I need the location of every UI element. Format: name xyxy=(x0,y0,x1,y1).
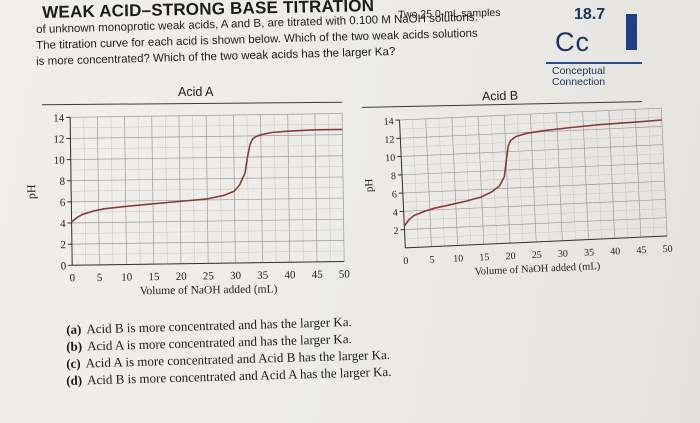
chart-a-y-tick-label: 0 xyxy=(61,260,67,272)
chart-b-hgrid xyxy=(401,153,664,166)
chart-a-hgrid xyxy=(70,113,343,118)
chart-b-x-tick-label: 45 xyxy=(636,245,646,256)
chart-b-y-tick-label: 14 xyxy=(383,116,393,127)
chart-b-hgrid xyxy=(404,217,667,230)
chart-b-x-tick-label: 50 xyxy=(662,244,672,255)
chart-b-x-tick-label: 35 xyxy=(584,247,594,258)
chart-a-y-tick-label: 10 xyxy=(54,155,66,167)
chart-a-hgrid xyxy=(70,134,343,139)
chart-b-y-axis xyxy=(398,119,406,248)
chart-a-x-axis-label: Volume of NaOH added (mL) xyxy=(140,283,278,297)
chart-a-x-tick-label: 35 xyxy=(257,270,269,282)
chart-a-x-tick-label: 0 xyxy=(70,272,76,284)
badge-caption-line-1: Conceptual xyxy=(552,65,606,77)
chart-a-x-tick-label: 20 xyxy=(176,271,188,283)
chart-b-y-tick-label: 8 xyxy=(391,171,396,182)
chart-a-y-axis-label: pH xyxy=(24,184,38,199)
chart-b-x-tick-label: 15 xyxy=(479,252,489,263)
chart-b-y-tick-label: 12 xyxy=(384,135,394,146)
acid-b-titration-chart: 0 5 10 15 20 25 30 35 40 45 50 2 4 6 8 10 12 14 pH Volume o… xyxy=(363,107,673,278)
answer-a-label: (a) xyxy=(66,321,82,337)
chart-a-hgrid xyxy=(70,144,343,150)
chart-b-title: Acid B xyxy=(481,88,519,104)
chart-b-x-axis-label: Volume of NaOH added (mL) xyxy=(474,261,601,278)
chart-b-y-axis-label: pH xyxy=(363,178,376,192)
chart-a-y-tick-label: 8 xyxy=(59,176,65,188)
chart-b-x-tick-label: 25 xyxy=(532,250,542,261)
chart-a-x-tick-label: 45 xyxy=(312,269,324,281)
chart-b-hgrid xyxy=(399,116,662,130)
chart-a-y-tick-label: 12 xyxy=(53,134,64,146)
chart-b-hgrid xyxy=(402,180,665,194)
chart-a-x-tick-label: 25 xyxy=(203,270,215,282)
answer-d-label: (d) xyxy=(66,372,83,388)
badge-caption: Conceptual Connection xyxy=(552,66,605,88)
chart-a-x-tick-label: 40 xyxy=(284,269,296,281)
chart-a-hgrid xyxy=(71,208,344,213)
chart-b-hgrid xyxy=(402,171,665,185)
chart-b-x-tick-label: 5 xyxy=(429,255,434,266)
chart-a-hgrid xyxy=(70,155,343,160)
chart-a-y-tick-label: 4 xyxy=(60,218,66,230)
chart-a-x-tick-label: 30 xyxy=(230,270,242,282)
chart-a-y-tick-label: 6 xyxy=(60,197,66,209)
chart-a-y-axis xyxy=(69,117,73,266)
badge-caption-box xyxy=(546,62,642,98)
badge-number: 18.7 xyxy=(574,6,606,23)
chart-a-x-tick-label: 10 xyxy=(121,271,133,283)
answer-c-label: (c) xyxy=(66,355,81,371)
chart-b-hgrid xyxy=(403,199,666,212)
badge-symbol: Cc xyxy=(555,27,590,57)
chart-b-y-tick-label: 2 xyxy=(393,226,398,237)
chart-a-y-tick-label: 2 xyxy=(60,239,66,251)
chart-b-y-tick-label: 4 xyxy=(392,208,397,219)
chart-b-hgrid xyxy=(400,135,663,148)
chart-a-x-tick-label: 5 xyxy=(97,272,103,284)
chart-b-hgrid xyxy=(401,162,664,176)
chart-a-x-axis xyxy=(72,260,345,266)
chart-b-titration-curve xyxy=(403,119,662,227)
chart-a-x-tick-label: 50 xyxy=(339,268,351,280)
chart-a-x-tick-label: 15 xyxy=(148,271,160,283)
chart-b-x-axis xyxy=(405,235,668,249)
chart-a-hgrid xyxy=(72,250,345,255)
chart-b-x-tick-label: 0 xyxy=(403,256,408,267)
chart-b-y-tick-label: 6 xyxy=(392,189,397,200)
badge-bar xyxy=(626,14,637,50)
chart-a-hgrid xyxy=(71,218,344,224)
chart-b-x-tick-label: 10 xyxy=(453,253,463,264)
chart-a-hgrid xyxy=(71,187,344,192)
acid-a-titration-chart: 0 5 10 15 20 25 30 35 40 45 50 0 2 4 6 8 10 12 14 pH Volume … xyxy=(24,112,351,297)
badge-caption-line-2: Connection xyxy=(552,76,606,88)
chart-b-x-tick-label: 20 xyxy=(505,251,515,262)
chart-a-title: Acid A xyxy=(178,85,214,99)
chart-a-y-tick-label: 14 xyxy=(53,112,65,124)
chart-b-hgrid xyxy=(399,107,662,121)
chart-b-hgrid xyxy=(401,144,663,157)
chart-b-hgrid xyxy=(404,208,666,221)
chart-b-x-tick-label: 40 xyxy=(610,246,620,257)
chart-a-hgrid xyxy=(71,176,343,182)
chart-a-hgrid xyxy=(70,123,343,129)
chart-b-x-tick-label: 30 xyxy=(558,248,568,259)
chart-b-hgrid xyxy=(404,226,667,239)
answer-b-label: (b) xyxy=(66,338,83,354)
chart-b-hgrid xyxy=(403,190,665,203)
chart-b-y-tick-label: 10 xyxy=(385,153,395,164)
chart-a-hgrid xyxy=(71,197,344,203)
chart-a-hgrid xyxy=(71,229,344,234)
chart-a-hgrid xyxy=(71,239,344,245)
chart-a-hgrid xyxy=(70,166,343,171)
chart-a-titration-curve xyxy=(71,128,343,223)
